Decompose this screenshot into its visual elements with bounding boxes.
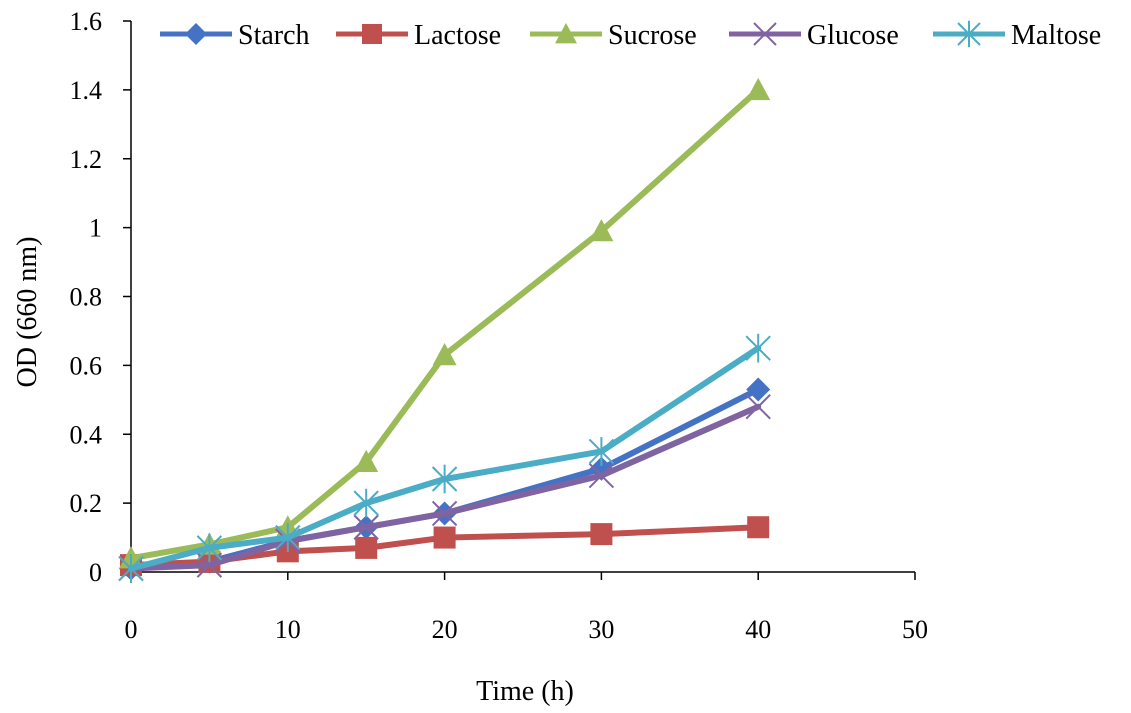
y-tick-label: 1.4	[70, 76, 103, 105]
y-tick-label: 1.2	[70, 145, 103, 174]
axes: 0 0.2 0.4 0.6 0.8 1 1.2 1.4 1.6 0 10 20 30 40 50	[70, 7, 929, 644]
x-tick-label: 20	[432, 615, 458, 644]
star-marker	[957, 20, 981, 48]
diamond-marker	[185, 23, 207, 45]
y-tick-label: 0	[89, 558, 102, 587]
series-maltose	[118, 333, 771, 583]
y-axis-title: OD (660 nm)	[12, 237, 43, 388]
y-tick-label: 1.6	[70, 7, 103, 36]
square-marker	[747, 516, 770, 539]
x-marker	[753, 22, 777, 46]
triangle-marker	[432, 343, 457, 366]
triangle-marker	[746, 77, 771, 101]
y-tick-label: 1	[89, 214, 102, 243]
legend-label: Starch	[238, 20, 310, 51]
x-marker	[431, 500, 458, 527]
triangle-marker	[555, 23, 577, 44]
legend-label: Lactose	[414, 20, 501, 51]
star-marker	[275, 523, 301, 552]
triangle-marker	[354, 449, 379, 472]
star-marker	[588, 437, 615, 466]
x-tick-label: 30	[588, 615, 614, 644]
square-marker	[355, 536, 378, 559]
square-marker	[433, 526, 456, 549]
square-marker	[362, 24, 382, 44]
legend-label: Glucose	[807, 20, 899, 51]
triangle-marker	[589, 219, 614, 242]
x-tick-label: 50	[902, 615, 928, 644]
y-tick-label: 0.4	[70, 420, 103, 449]
star-marker	[196, 533, 223, 563]
x-tick-label: 0	[125, 615, 138, 644]
y-tick-label: 0.8	[70, 283, 103, 312]
legend-item-starch: Starch	[160, 20, 310, 51]
legend-label: Maltose	[1011, 20, 1101, 51]
square-marker	[590, 523, 613, 546]
series-layer	[118, 77, 771, 583]
legend-item-lactose: Lactose	[336, 20, 501, 51]
y-tick-label: 0.6	[70, 351, 103, 380]
x-tick-label: 10	[275, 615, 301, 644]
star-marker	[353, 488, 379, 518]
diamond-marker	[746, 377, 771, 402]
series-sucrose	[119, 77, 771, 569]
star-marker	[118, 554, 144, 583]
x-marker	[588, 462, 615, 489]
legend-item-maltose: Maltose	[933, 20, 1101, 51]
star-marker	[431, 464, 458, 494]
legend: Starch Lactose Sucrose Glucose Maltose	[160, 20, 1101, 51]
y-tick-label: 0.2	[70, 489, 103, 518]
x-tick-label: 40	[745, 615, 771, 644]
x-axis-title: Time (h)	[476, 676, 574, 707]
legend-item-sucrose: Sucrose	[530, 20, 697, 51]
star-marker	[745, 333, 771, 363]
legend-label: Sucrose	[608, 20, 697, 51]
x-marker	[745, 393, 771, 420]
legend-item-glucose: Glucose	[729, 20, 899, 51]
x-marker	[353, 514, 379, 540]
